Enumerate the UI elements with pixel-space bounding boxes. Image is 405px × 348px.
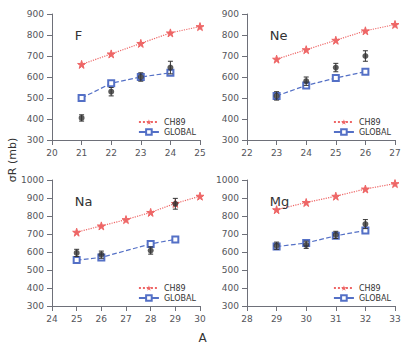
svg-text:1000: 1000	[216, 175, 239, 185]
svg-text:800: 800	[222, 211, 239, 221]
svg-text:26: 26	[96, 314, 108, 324]
svg-text:400: 400	[222, 283, 239, 293]
svg-text:700: 700	[222, 51, 239, 61]
svg-text:33: 33	[389, 314, 400, 324]
svg-text:24: 24	[165, 148, 177, 158]
svg-text:F: F	[75, 28, 82, 43]
svg-text:Ne: Ne	[270, 28, 288, 43]
svg-text:800: 800	[27, 211, 44, 221]
svg-text:22: 22	[105, 148, 116, 158]
svg-text:900: 900	[27, 193, 44, 203]
svg-text:900: 900	[222, 193, 239, 203]
svg-text:29: 29	[170, 314, 182, 324]
svg-text:σR (mb): σR (mb)	[6, 138, 19, 182]
svg-text:Mg: Mg	[270, 194, 289, 209]
svg-text:600: 600	[222, 72, 239, 82]
svg-text:CH89: CH89	[164, 118, 186, 127]
svg-text:29: 29	[271, 314, 283, 324]
svg-text:26: 26	[360, 148, 372, 158]
svg-text:500: 500	[27, 93, 44, 103]
svg-text:300: 300	[222, 135, 239, 145]
svg-text:28: 28	[145, 314, 157, 324]
svg-text:700: 700	[222, 229, 239, 239]
svg-text:24: 24	[300, 148, 312, 158]
svg-text:25: 25	[330, 148, 341, 158]
svg-text:Na: Na	[75, 194, 93, 209]
svg-text:A: A	[198, 331, 207, 345]
svg-text:27: 27	[389, 148, 400, 158]
svg-text:600: 600	[222, 247, 239, 257]
svg-text:GLOBAL: GLOBAL	[164, 128, 197, 137]
svg-text:500: 500	[222, 265, 239, 275]
svg-text:500: 500	[222, 93, 239, 103]
svg-text:1000: 1000	[21, 175, 44, 185]
svg-text:23: 23	[271, 148, 282, 158]
svg-text:300: 300	[27, 135, 44, 145]
svg-text:700: 700	[27, 229, 44, 239]
svg-text:28: 28	[241, 314, 253, 324]
svg-text:32: 32	[360, 314, 371, 324]
svg-text:500: 500	[27, 265, 44, 275]
svg-text:300: 300	[27, 301, 44, 311]
svg-text:27: 27	[120, 314, 131, 324]
svg-text:25: 25	[71, 314, 82, 324]
svg-text:30: 30	[300, 314, 312, 324]
svg-text:25: 25	[194, 148, 205, 158]
svg-text:800: 800	[27, 30, 44, 40]
svg-text:CH89: CH89	[359, 284, 381, 293]
svg-text:400: 400	[27, 114, 44, 124]
svg-text:CH89: CH89	[359, 118, 381, 127]
svg-text:700: 700	[27, 51, 44, 61]
svg-text:31: 31	[330, 314, 341, 324]
svg-text:900: 900	[27, 9, 44, 19]
svg-text:900: 900	[222, 9, 239, 19]
svg-text:20: 20	[46, 148, 58, 158]
svg-text:21: 21	[76, 148, 87, 158]
svg-text:400: 400	[27, 283, 44, 293]
svg-text:24: 24	[46, 314, 58, 324]
svg-text:GLOBAL: GLOBAL	[359, 294, 392, 303]
svg-text:30: 30	[194, 314, 206, 324]
svg-text:CH89: CH89	[164, 284, 186, 293]
svg-text:600: 600	[27, 247, 44, 257]
svg-text:22: 22	[241, 148, 252, 158]
svg-text:GLOBAL: GLOBAL	[164, 294, 197, 303]
svg-text:300: 300	[222, 301, 239, 311]
svg-text:23: 23	[135, 148, 146, 158]
svg-text:800: 800	[222, 30, 239, 40]
svg-text:600: 600	[27, 72, 44, 82]
svg-text:GLOBAL: GLOBAL	[359, 128, 392, 137]
svg-text:400: 400	[222, 114, 239, 124]
